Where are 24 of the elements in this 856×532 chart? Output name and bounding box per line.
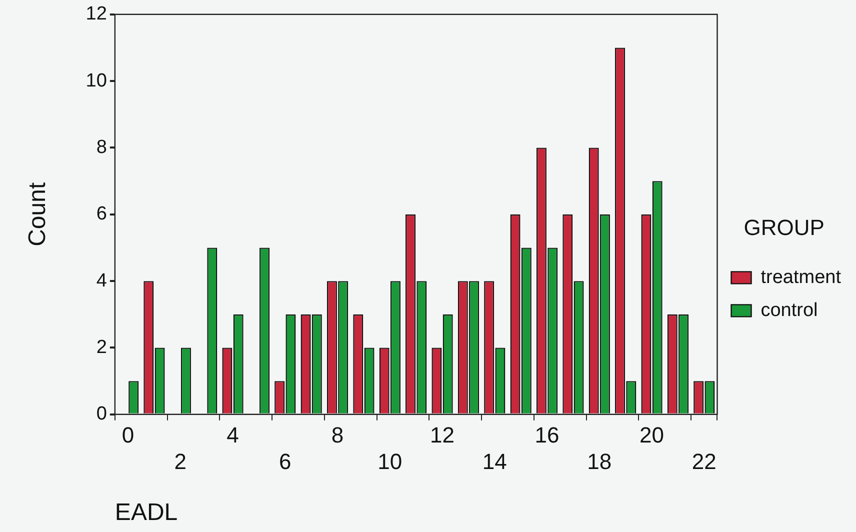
x-tick-label: 12 [430, 422, 455, 448]
x-tick-label: 4 [226, 422, 239, 448]
y-tick-label: 12 [86, 4, 107, 25]
x-tick-label: 20 [640, 422, 664, 448]
legend-label: control [760, 300, 818, 321]
x-tick-label: 16 [534, 422, 560, 448]
y-axis-title: Count [24, 182, 52, 246]
x-tick-label: 10 [378, 449, 402, 474]
x-axis-title: EADL [114, 499, 178, 526]
x-tick-label: 2 [174, 449, 187, 474]
legend-title: GROUP [744, 214, 824, 240]
y-tick-label: 4 [96, 270, 108, 292]
x-tick-label: 22 [692, 449, 716, 474]
y-tick-label: 10 [86, 70, 107, 92]
y-tick-label: 8 [96, 136, 107, 158]
y-tick-label: 2 [96, 336, 107, 358]
x-tick-label: 8 [331, 422, 344, 448]
x-tick-label: 14 [482, 449, 507, 474]
x-tick-label: 0 [122, 422, 134, 448]
y-tick-label: 6 [96, 204, 107, 225]
legend-label: treatment [760, 266, 842, 288]
x-tick-label: 6 [279, 449, 292, 474]
y-tick-label: 0 [96, 404, 107, 425]
x-tick-label: 18 [587, 449, 612, 474]
